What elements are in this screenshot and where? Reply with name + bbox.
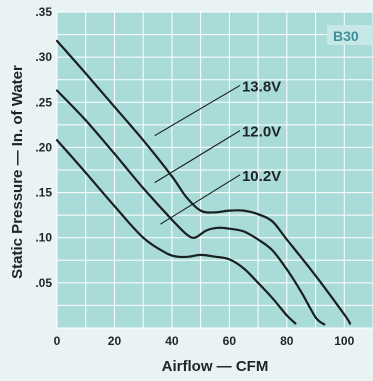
series-label: 12.0V <box>242 124 281 141</box>
x-tick-label: 40 <box>165 334 179 348</box>
y-tick-label: .30 <box>35 50 52 64</box>
x-tick-label: 20 <box>108 334 122 348</box>
label-leader-line <box>154 130 241 184</box>
series-line-12-0v <box>55 89 326 326</box>
grid-lines <box>56 11 373 329</box>
badge-background <box>327 25 373 45</box>
series-curves <box>55 39 352 326</box>
y-tick-labels: .05 .10 .15 .20 .25 .30 .35 <box>35 5 52 290</box>
y-axis-title: Static Pressure — In. of Water <box>9 65 26 279</box>
x-tick-label: 60 <box>223 334 237 348</box>
y-tick-label: .15 <box>35 186 52 200</box>
series-label: 13.8V <box>242 78 281 95</box>
label-leader-line <box>160 174 241 225</box>
x-tick-label: 80 <box>280 334 294 348</box>
label-leader-line <box>154 84 241 137</box>
series-line-13-8v <box>55 39 352 325</box>
y-tick-label: .35 <box>35 5 52 19</box>
series-labels: 13.8V 12.0V 10.2V <box>242 78 281 184</box>
series-label-leaders <box>154 84 241 225</box>
y-tick-label: .10 <box>35 231 52 245</box>
y-tick-label: .05 <box>35 276 52 290</box>
badge-label: B30 <box>333 28 359 44</box>
y-tick-label: .25 <box>35 95 52 109</box>
x-tick-label: 0 <box>54 334 61 348</box>
series-line-10-2v <box>55 139 297 325</box>
y-tick-label: .20 <box>35 140 52 154</box>
series-label: 10.2V <box>242 168 281 185</box>
x-axis-title: Airflow — CFM <box>162 358 269 375</box>
badge: B30 <box>327 25 373 45</box>
x-tick-labels: 0 20 40 60 80 100 <box>54 334 355 348</box>
x-tick-label: 100 <box>334 334 354 348</box>
